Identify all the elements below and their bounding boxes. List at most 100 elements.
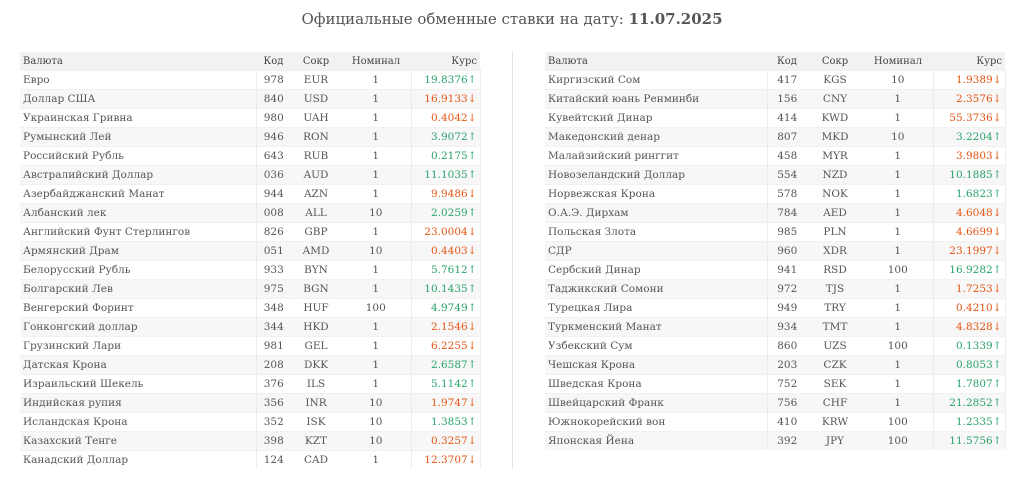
currency-name: Новозеландский Доллар [545,165,767,185]
currency-abbr: NOK [807,184,863,204]
currency-nominal: 1 [863,298,933,318]
currency-name: Сербский Динар [545,260,767,280]
header-nominal: Номинал [863,52,933,71]
currency-code: 980 [255,108,291,128]
currency-name: Южнокорейский вон [545,412,767,432]
rate-value: 0.4210↓ [955,302,1002,314]
currency-abbr: NZD [807,165,863,185]
currency-code: 344 [255,317,291,337]
rate-value: 3.9803↓ [955,150,1002,162]
table-row: Киргизский Сом 417 KGS 10 1.9389↓ [545,70,1006,90]
currency-nominal: 1 [863,317,933,337]
currency-nominal: 1 [863,165,933,185]
currency-abbr: ALL [291,203,341,223]
rate-value: 4.9749↑ [430,302,477,314]
currency-rate: 1.9389↓ [932,70,1006,90]
currency-name: Узбекский Сум [545,336,767,356]
table-row: Южнокорейский вон 410 KRW 100 1.2335↑ [545,412,1006,432]
currency-rate: 21.2852↑ [932,393,1006,413]
currency-code: 203 [766,355,807,375]
currency-rate: 4.6048↓ [932,203,1006,223]
currency-abbr: TRY [807,298,863,318]
currency-rate: 0.1339↑ [932,336,1006,356]
currency-code: 578 [766,184,807,204]
currency-abbr: MKD [807,127,863,147]
currency-code: 008 [255,203,291,223]
currency-rate: 2.3576↓ [932,89,1006,109]
table-header-row: Валюта Код Сокр Номинал Курс [20,52,480,71]
rate-value: 0.3257↓ [430,435,477,447]
currency-name: Грузинский Лари [20,336,256,356]
currency-rate: 10.1435↑ [410,279,481,299]
page-title: Официальные обменные ставки на дату: 11.… [0,10,1024,28]
table-header-row: Валюта Код Сокр Номинал Курс [545,52,1005,71]
table-row: Турецкая Лира 949 TRY 1 0.4210↓ [545,298,1006,318]
currency-abbr: AED [807,203,863,223]
currency-abbr: ILS [291,374,341,394]
currency-nominal: 1 [341,374,411,394]
rate-value: 4.6699↓ [955,226,1002,238]
currency-name: Индийская рупия [20,393,256,413]
currency-rate: 6.2255↓ [410,336,481,356]
table-row: Украинская Гривна 980 UAH 1 0.4042↓ [20,108,481,128]
currency-rate: 55.3736↓ [932,108,1006,128]
currency-nominal: 100 [863,260,933,280]
currency-nominal: 1 [863,279,933,299]
currency-code: 941 [766,260,807,280]
currency-code: 124 [255,450,291,469]
currency-rate: 5.1142↑ [410,374,481,394]
currency-nominal: 100 [863,336,933,356]
currency-name: Турецкая Лира [545,298,767,318]
currency-code: 978 [255,70,291,90]
currency-abbr: TMT [807,317,863,337]
currency-code: 944 [255,184,291,204]
currency-abbr: TJS [807,279,863,299]
currency-name: О.А.Э. Дирхам [545,203,767,223]
rate-value: 55.3736↓ [949,112,1002,124]
currency-nominal: 1 [863,146,933,166]
table-row: Китайский юань Ренминби 156 CNY 1 2.3576↓ [545,89,1006,109]
table-row: Датская Крона 208 DKK 1 2.6587↑ [20,355,481,375]
header-nominal: Номинал [341,52,411,71]
header-currency: Валюта [545,52,767,71]
currency-rate: 23.0004↓ [410,222,481,242]
rates-table-left-body: Евро 978 EUR 1 19.8376↑ Доллар США 840 USD 1 16.9… [20,70,481,469]
currency-code: 934 [766,317,807,337]
currency-abbr: GEL [291,336,341,356]
rate-value: 23.0004↓ [424,226,477,238]
currency-abbr: AMD [291,241,341,261]
header-currency: Валюта [20,52,256,71]
rates-date: 11.07.2025 [628,10,723,28]
table-row: Израильский Шекель 376 ILS 1 5.1142↑ [20,374,481,394]
currency-rate: 19.8376↑ [410,70,481,90]
page-title-text: Официальные обменные ставки на дату: [301,10,624,28]
currency-nominal: 1 [341,70,411,90]
currency-code: 554 [766,165,807,185]
currency-code: 051 [255,241,291,261]
currency-nominal: 1 [341,336,411,356]
table-row: Таджикский Сомони 972 TJS 1 1.7253↓ [545,279,1006,299]
table-row: Евро 978 EUR 1 19.8376↑ [20,70,481,90]
currency-code: 352 [255,412,291,432]
header-rate: Курс [411,52,480,71]
table-row: Румынский Лей 946 RON 1 3.9072↑ [20,127,481,147]
currency-rate: 1.2335↑ [932,412,1006,432]
rate-value: 0.4403↓ [430,245,477,257]
currency-nominal: 1 [341,317,411,337]
currency-name: Китайский юань Ренминби [545,89,767,109]
currency-nominal: 10 [341,203,411,223]
table-row: Болгарский Лев 975 BGN 1 10.1435↑ [20,279,481,299]
currency-abbr: EUR [291,70,341,90]
rates-table-right-body: Киргизский Сом 417 KGS 10 1.9389↓ Китайский ю… [545,70,1006,450]
rate-value: 0.1339↑ [955,340,1002,352]
currency-code: 348 [255,298,291,318]
currency-code: 981 [255,336,291,356]
currency-rate: 3.9803↓ [932,146,1006,166]
rate-value: 1.7807↑ [955,378,1002,390]
currency-rate: 0.8053↑ [932,355,1006,375]
currency-name: Австралийский Доллар [20,165,256,185]
currency-nominal: 1 [863,241,933,261]
header-code: Код [256,52,291,71]
currency-abbr: KZT [291,431,341,451]
currency-rate: 11.5756↑ [932,431,1006,450]
